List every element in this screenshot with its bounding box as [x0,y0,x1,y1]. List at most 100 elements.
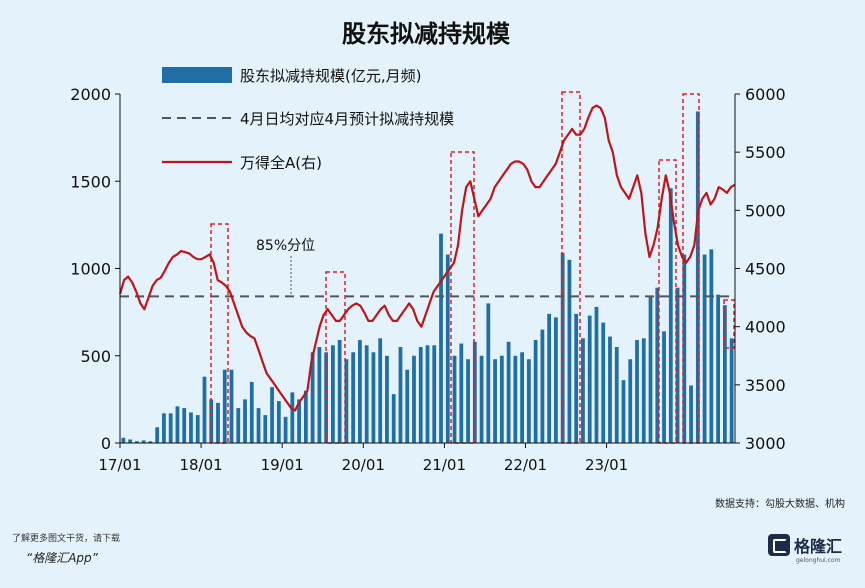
bar [418,347,423,443]
y-left-tick-label: 1000 [70,260,111,279]
bar [648,296,653,443]
x-tick-label: 20/01 [342,456,385,474]
bar [202,376,207,443]
axes: 0 500 1000 1500 2000 3000 3500 4000 4500 5000 5500… [70,85,785,474]
bar [155,427,160,443]
bar [344,359,349,443]
bar [459,343,464,443]
bar [445,254,450,443]
bar [243,399,247,443]
x-tick-label: 19/01 [261,456,304,474]
bar [614,347,619,443]
footer-app-name: “格隆汇App” [26,551,98,565]
bar [412,355,416,443]
bar [554,317,558,443]
bar [560,252,565,443]
highlight-box [210,223,229,444]
bar [121,437,126,443]
bar [297,399,301,443]
bar [229,369,234,443]
bar [256,408,261,443]
bar [506,341,511,443]
bar [222,369,227,443]
bar [175,406,180,443]
bar [236,408,241,443]
bar [452,355,457,443]
bar [581,338,585,443]
bar [567,259,572,443]
y-right-tick-label: 4500 [745,260,786,279]
bar [513,355,518,443]
bar [162,413,166,443]
bar [695,111,700,443]
bar [702,254,707,443]
bar [547,313,552,443]
y-left-tick-label: 0 [101,434,111,453]
footer-note: 了解更多图文干货，请下载 [12,534,121,544]
bar [533,340,538,443]
y-right-tick-label: 5500 [745,143,786,162]
percentile-annotation: 85%分位 [256,238,315,254]
y-right-tick-label: 4000 [745,318,786,337]
bar [540,329,545,443]
legend-bar-label: 股东拟减持规模(亿元,月频) [240,67,421,85]
bar [189,412,193,443]
bar [574,313,579,443]
bar [135,441,139,443]
brand-logo: 格隆汇 [768,532,842,558]
bar [641,338,646,443]
logo-text: 格隆汇 [794,537,843,556]
y-left-tick-label: 1500 [70,172,111,191]
index-line [118,104,736,412]
bar [493,359,497,443]
bar [330,345,335,443]
x-tick-label: 17/01 [98,456,141,474]
bar [290,392,295,443]
highlight-box [723,299,735,349]
bar [263,415,268,443]
bar [168,413,173,443]
bar [709,249,714,443]
bar [675,287,680,443]
bar [662,331,666,443]
bar [594,306,599,443]
bar [364,345,369,443]
bar [587,315,592,443]
bar [249,381,254,443]
bar [716,294,720,443]
bar [520,352,525,443]
bar [432,345,437,443]
bar [635,340,639,443]
bar [499,355,504,443]
bar [276,401,281,443]
bar [655,287,660,443]
data-source: 数据支持：勾股大数据、机构 [715,499,845,510]
bar [466,359,470,443]
y-left-tick-label: 2000 [70,85,111,104]
highlight-box [325,271,346,444]
legend-line-label: 万得全A(右) [240,154,322,172]
bar [405,369,410,443]
x-tick-label: 22/01 [504,456,547,474]
bar [270,387,274,443]
bar [148,441,153,443]
bar [216,402,220,443]
y-right-tick-label: 5000 [745,201,786,220]
bar [128,439,133,443]
bar [668,188,673,443]
legend-dashed-label: 4月日均对应4月预计拟减持规模 [240,110,454,128]
x-tick-label: 18/01 [179,456,222,474]
bar-series [120,111,735,443]
legend-bar-swatch [162,67,232,83]
bar [472,341,477,443]
bar [425,345,430,443]
bar [141,440,146,443]
bar [682,254,687,443]
bar [195,415,200,443]
bar [337,340,342,443]
bar [628,359,633,443]
bar [371,352,376,443]
bar [601,322,606,443]
x-tick-label: 23/01 [585,456,628,474]
